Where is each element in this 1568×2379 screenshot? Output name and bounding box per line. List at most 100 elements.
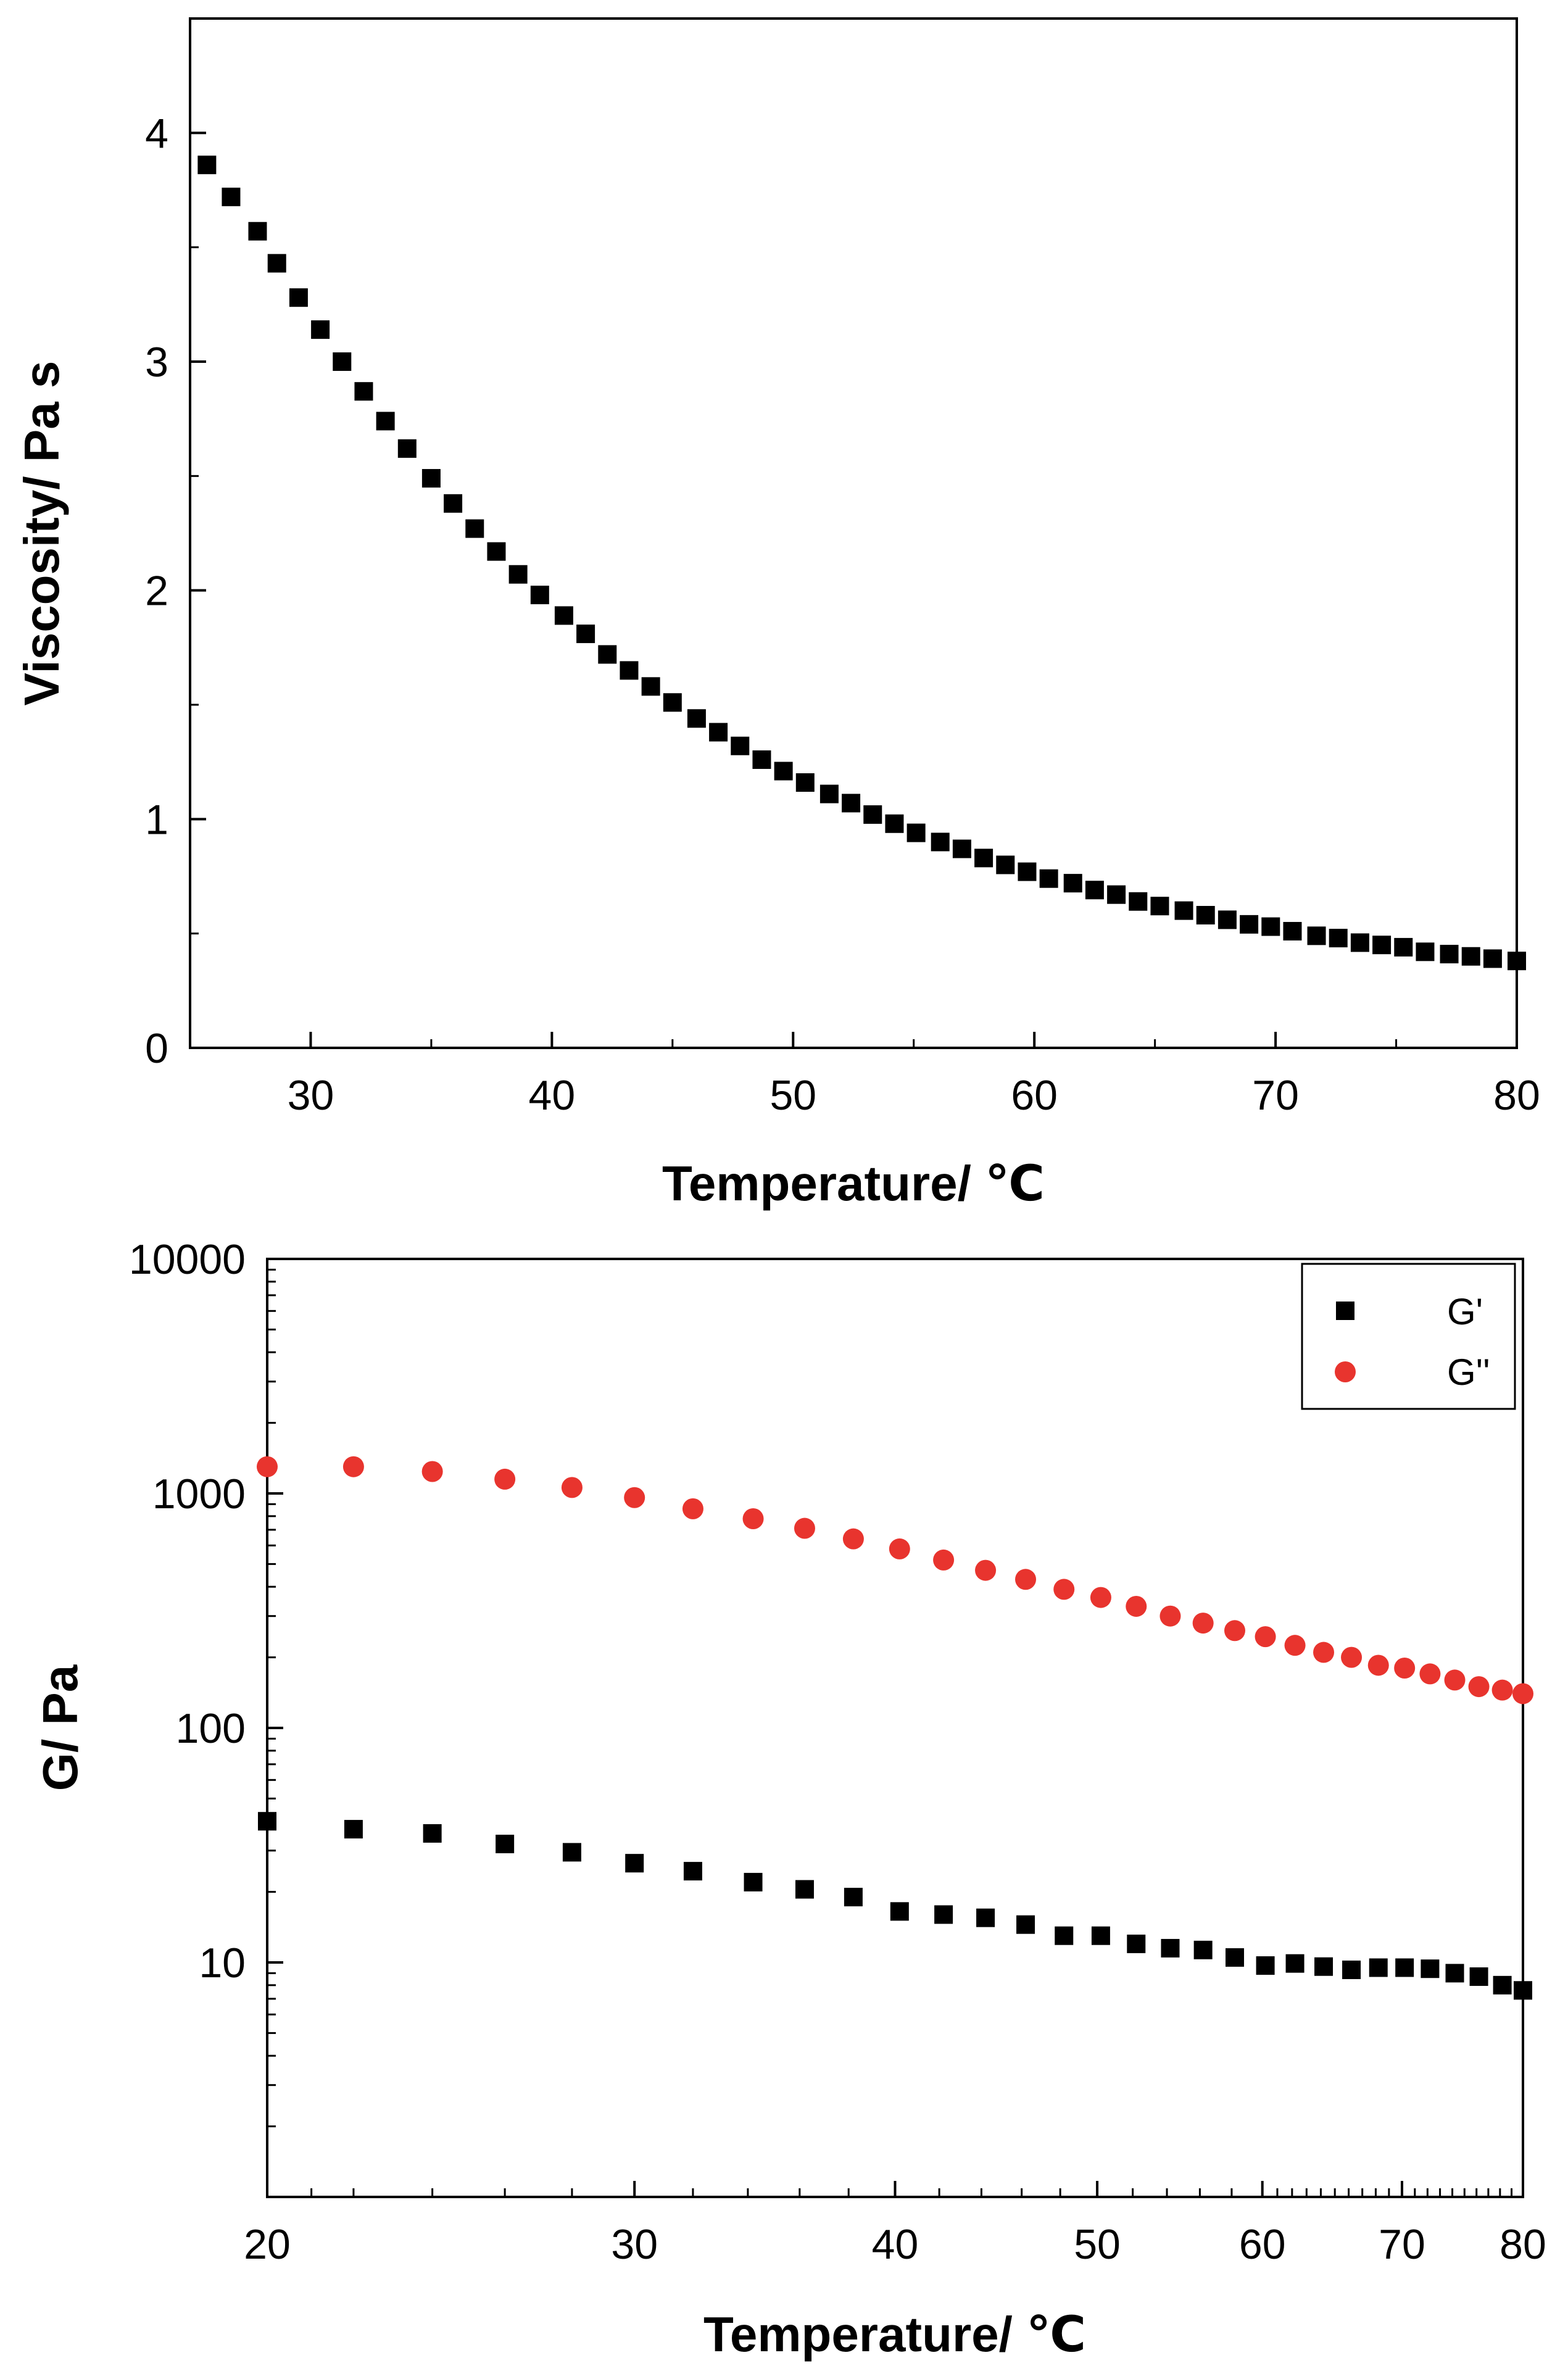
- data-point: [376, 412, 395, 431]
- x-tick-label: 50: [769, 1072, 816, 1119]
- data-point: [423, 1824, 442, 1843]
- y-tick-label: 3: [145, 339, 168, 386]
- data-point: [1341, 1646, 1363, 1668]
- data-point: [624, 1487, 645, 1508]
- data-point: [1416, 942, 1435, 961]
- data-point: [1225, 1948, 1244, 1967]
- data-point: [1367, 1655, 1389, 1676]
- data-point: [487, 542, 506, 561]
- data-point: [342, 1456, 364, 1477]
- data-point: [620, 661, 639, 680]
- data-point: [842, 794, 861, 813]
- data-point: [1255, 1626, 1276, 1648]
- data-point: [1350, 933, 1369, 952]
- data-point: [421, 1461, 443, 1482]
- legend-marker-circle: [1335, 1361, 1356, 1382]
- legend-label-g-prime: G': [1447, 1291, 1483, 1332]
- data-point: [311, 320, 330, 339]
- y-tick-label: 10: [199, 1940, 246, 1987]
- x-tick-label: 40: [529, 1072, 576, 1119]
- data-point: [682, 1498, 703, 1519]
- data-point: [1285, 1954, 1305, 1973]
- data-point: [1085, 881, 1104, 900]
- y-tick-label: 4: [145, 110, 168, 157]
- data-point: [576, 625, 595, 644]
- data-point: [530, 586, 549, 605]
- data-point: [742, 1508, 764, 1530]
- data-point: [598, 645, 617, 664]
- data-point: [683, 1862, 702, 1881]
- data-point: [890, 1902, 909, 1921]
- x-tick-label: 20: [244, 2221, 291, 2268]
- data-point: [1055, 1926, 1074, 1945]
- legend: G' G'': [1301, 1263, 1516, 1410]
- data-point: [1483, 949, 1502, 968]
- data-point: [795, 1880, 814, 1899]
- data-point: [952, 839, 971, 858]
- data-point: [197, 156, 217, 175]
- data-point: [494, 1468, 516, 1490]
- y-axis-title: G/ Pa: [33, 1664, 88, 1791]
- data-point: [1342, 1960, 1361, 1979]
- y-tick-label: 100: [176, 1705, 246, 1752]
- data-point: [289, 288, 308, 307]
- data-point: [561, 1477, 583, 1498]
- data-point: [1372, 936, 1392, 955]
- x-tick-label: 80: [1493, 1072, 1540, 1119]
- data-point: [625, 1854, 644, 1873]
- axis-ticks: 30 40 50 60 70 80 0 1 2 3 4: [145, 110, 1540, 1119]
- data-point: [344, 1820, 363, 1839]
- data-point: [842, 1528, 864, 1550]
- x-tick-label: 70: [1379, 2221, 1425, 2268]
- data-point: [931, 832, 950, 852]
- data-point: [1127, 1934, 1146, 1953]
- data-point: [819, 784, 839, 803]
- data-point: [885, 814, 904, 833]
- data-point: [1018, 862, 1037, 881]
- data-point: [1039, 869, 1058, 888]
- data-point: [863, 805, 882, 824]
- data-point: [257, 1456, 278, 1477]
- data-point: [1126, 1595, 1147, 1617]
- data-point: [1129, 892, 1148, 911]
- data-point: [975, 1559, 997, 1581]
- legend-marker-square: [1336, 1302, 1354, 1320]
- data-point: [1159, 1605, 1181, 1627]
- data-point: [258, 1812, 276, 1831]
- data-point: [774, 762, 793, 781]
- data-point: [1493, 1975, 1512, 1995]
- legend-box: [1301, 1263, 1516, 1410]
- data-point: [641, 677, 660, 696]
- data-point: [1063, 874, 1082, 893]
- x-tick-label: 60: [1239, 2221, 1286, 2268]
- data-point: [1217, 910, 1237, 929]
- data-point: [1193, 1940, 1213, 1959]
- data-point: [222, 188, 241, 207]
- x-axis-title: Temperature/ ℃: [703, 2307, 1086, 2362]
- data-point: [1394, 937, 1413, 957]
- data-point: [1015, 1569, 1037, 1590]
- data-point: [976, 1908, 995, 1927]
- axis-ticks: 20 30 40 50 60 70 80 10 100 1000 10000: [129, 1236, 1546, 2268]
- y-tick-label: 10000: [129, 1236, 246, 1283]
- data-point: [1314, 1957, 1334, 1976]
- data-point: [1512, 1683, 1533, 1704]
- data-points: [257, 1456, 1533, 2000]
- data-point: [731, 736, 750, 755]
- data-point: [752, 750, 771, 769]
- data-point: [1468, 1676, 1490, 1698]
- data-point: [906, 823, 926, 842]
- x-tick-label: 30: [288, 1072, 334, 1119]
- data-point: [1395, 1958, 1414, 1977]
- data-point: [996, 855, 1015, 874]
- data-point: [1444, 1669, 1466, 1691]
- viscosity-chart: 30 40 50 60 70 80 0 1 2 3 4 Temperature/ ℃ Viscosi…: [14, 17, 1540, 1211]
- data-point: [1053, 1579, 1075, 1600]
- data-point: [1369, 1958, 1388, 1977]
- data-point: [974, 849, 993, 868]
- data-point: [1313, 1642, 1335, 1663]
- data-point: [465, 519, 484, 538]
- data-point: [1445, 1964, 1464, 1983]
- data-point: [562, 1843, 581, 1862]
